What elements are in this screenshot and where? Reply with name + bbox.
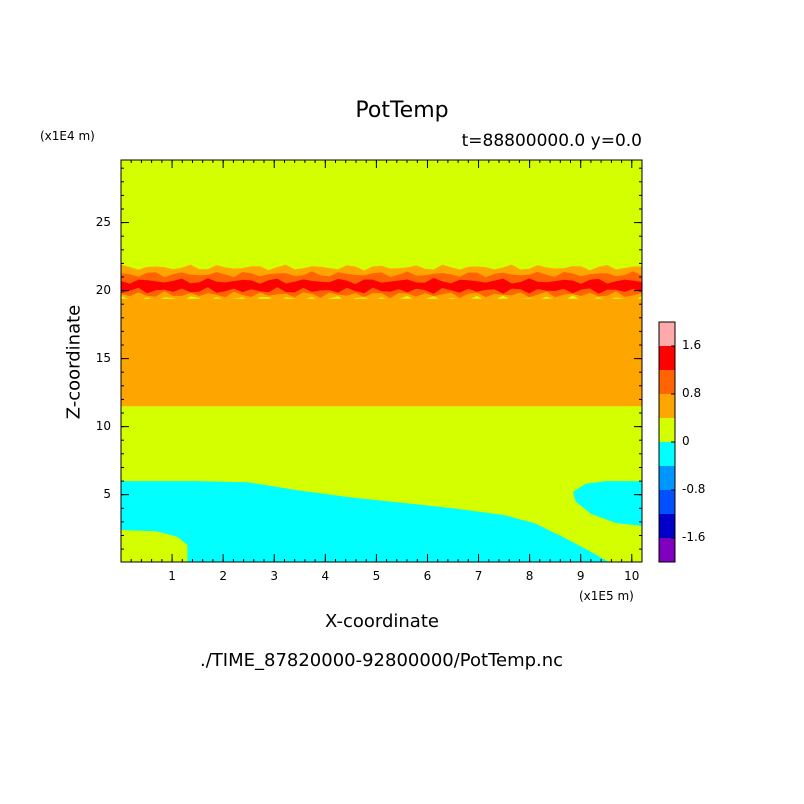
y-tick-label: 25	[95, 214, 111, 229]
region-upper-band-core	[121, 278, 642, 294]
source-file-label: ./TIME_87820000-92800000/PotTemp.nc	[200, 650, 564, 671]
colorbar-swatch	[659, 322, 675, 346]
z-unit-label: (x1E4 m)	[40, 129, 95, 143]
y-tick-label: 20	[95, 282, 111, 297]
plot-frame	[120, 159, 643, 563]
colorbar-swatch	[659, 466, 675, 490]
axes	[120, 159, 643, 563]
chart-subtitle: t=88800000.0 y=0.0	[461, 131, 642, 151]
colorbar-swatch	[659, 394, 675, 418]
x-tick-label: 6	[423, 569, 432, 583]
x-tick-label: 9	[576, 569, 585, 583]
colorbar-swatch	[659, 514, 675, 538]
x-tick-label: 2	[219, 569, 227, 583]
y-tick-label: 15	[95, 350, 111, 365]
colorbar-label: 1.6	[682, 338, 702, 352]
x-tick-label: 1	[168, 569, 176, 583]
x-axis-label: X-coordinate	[325, 611, 439, 632]
colorbar-swatch	[659, 442, 675, 466]
x-tick-label: 3	[270, 569, 279, 583]
x-tick-label: 7	[474, 569, 483, 583]
region-lower-left-warm-patch	[121, 530, 188, 562]
colorbar-label: 0.8	[682, 386, 702, 400]
colorbar-swatch	[659, 346, 675, 370]
y-tick-label: 5	[103, 486, 111, 501]
region-lower-cold-layer	[121, 481, 609, 562]
x-unit-label: (x1E5 m)	[579, 589, 634, 603]
x-tick-label: 10	[624, 569, 640, 583]
region-mid-layer	[121, 298, 642, 407]
colorbar	[658, 321, 676, 563]
region-right-cold-lobe	[573, 481, 642, 526]
colorbar-label: -1.6	[682, 530, 706, 544]
x-tick-label: 4	[321, 569, 330, 583]
colorbar-swatch	[659, 538, 675, 562]
x-tick-label: 8	[525, 569, 534, 583]
chart-title: PotTemp	[355, 98, 449, 123]
plot-area	[121, 160, 642, 562]
colorbar-label: -0.8	[682, 482, 706, 496]
colorbar-swatch	[659, 370, 675, 394]
x-tick-label: 5	[372, 569, 381, 583]
colorbar-swatch	[659, 490, 675, 514]
colorbar-label: 0	[682, 434, 690, 448]
y-tick-label: 10	[95, 418, 111, 433]
colorbar-swatch	[659, 418, 675, 442]
